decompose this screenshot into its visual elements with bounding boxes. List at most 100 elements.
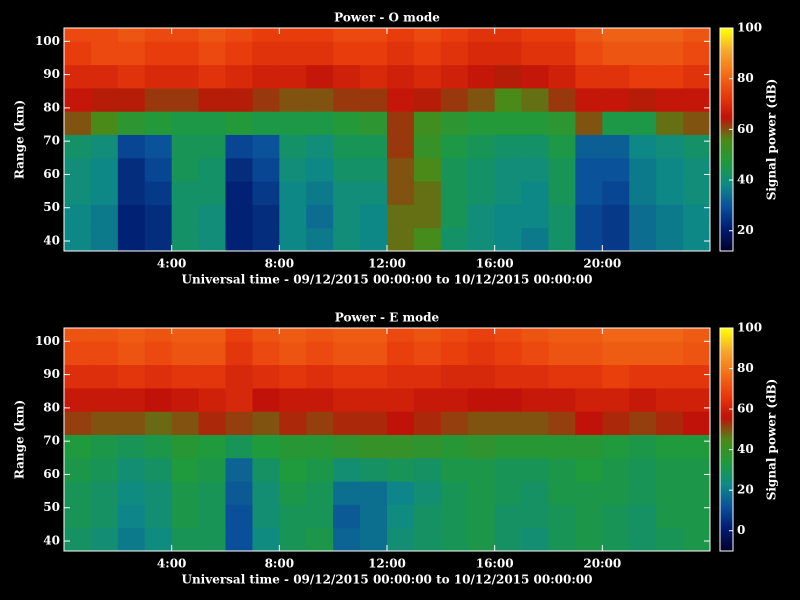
heatmap-cell xyxy=(117,28,146,42)
heatmap-cell xyxy=(548,527,576,552)
heatmap-cell xyxy=(198,111,226,136)
heatmap-cell xyxy=(252,457,280,482)
heatmap-cell xyxy=(90,504,119,529)
colorbar-segment xyxy=(720,506,733,509)
heatmap-cell xyxy=(171,481,200,505)
heatmap-cell xyxy=(521,227,549,252)
heatmap-cell xyxy=(683,504,711,529)
heatmap-cell xyxy=(144,434,173,459)
heatmap-cell xyxy=(90,328,119,342)
colorbar-segment xyxy=(720,439,733,443)
heatmap-cell xyxy=(64,504,92,529)
colorbar-tick-label: 0 xyxy=(737,523,745,537)
colorbar-segment xyxy=(720,394,733,398)
colorbar-segment xyxy=(720,119,733,122)
heatmap-cell xyxy=(252,64,280,89)
heatmap-cell xyxy=(387,527,415,552)
x-tick-label: 4:00 xyxy=(157,557,186,571)
heatmap-cell xyxy=(629,481,657,505)
heatmap-cell xyxy=(279,64,307,89)
heatmap-cell xyxy=(683,457,711,482)
heatmap-cell xyxy=(683,328,711,342)
colorbar-segment xyxy=(720,544,733,548)
heatmap-cell xyxy=(90,481,119,505)
heatmap-cell xyxy=(171,28,200,42)
heatmap-cell xyxy=(413,481,442,505)
heatmap-cell xyxy=(144,28,173,42)
heatmap-cell xyxy=(494,341,523,366)
colorbar-segment xyxy=(720,520,733,524)
colorbar-segment xyxy=(720,536,733,540)
colorbar-segment xyxy=(720,465,733,469)
heatmap-cell xyxy=(117,64,146,89)
colorbar-segment xyxy=(720,445,733,449)
heatmap-cell xyxy=(521,434,549,459)
y-tick-label: 70 xyxy=(43,134,60,148)
heatmap-cell xyxy=(683,157,711,182)
colorbar-segment xyxy=(720,376,733,380)
heatmap-cell xyxy=(198,227,226,252)
heatmap-cell xyxy=(467,111,496,136)
colorbar-segment xyxy=(720,153,733,157)
heatmap-cell xyxy=(360,504,388,529)
colorbar-segment xyxy=(720,514,733,518)
heatmap-cell xyxy=(387,387,415,412)
colorbar-segment xyxy=(720,480,733,483)
heatmap-cell xyxy=(252,41,280,66)
heatmap-cell xyxy=(413,434,442,459)
heatmap-cell xyxy=(225,227,253,252)
colorbar-segment xyxy=(720,94,733,98)
colorbar-segment xyxy=(720,526,733,530)
colorbar-segment xyxy=(720,473,733,477)
heatmap-cell xyxy=(171,341,200,366)
colorbar-segment xyxy=(720,232,733,236)
heatmap-cell xyxy=(198,457,226,482)
heatmap-cell xyxy=(575,134,603,159)
heatmap-cell xyxy=(252,481,280,505)
heatmap-cell xyxy=(387,64,415,89)
colorbar-segment xyxy=(720,486,733,489)
colorbar-segment xyxy=(720,72,733,76)
colorbar-segment xyxy=(720,135,733,138)
heatmap-cell xyxy=(521,411,549,436)
colorbar-segment xyxy=(720,455,733,459)
heatmap-cell xyxy=(225,434,253,459)
heatmap-cell xyxy=(144,111,173,136)
heatmap-cell xyxy=(252,111,280,136)
x-tick-label: 8:00 xyxy=(265,257,294,271)
heatmap-cell xyxy=(575,28,603,42)
heatmap-cell xyxy=(602,134,630,159)
heatmap-cell xyxy=(225,328,253,342)
heatmap-cell xyxy=(90,434,119,459)
colorbar-segment xyxy=(720,407,733,410)
heatmap-cell xyxy=(575,328,603,342)
colorbar-segment xyxy=(720,34,733,37)
colorbar-segment xyxy=(720,139,733,143)
heatmap-cell xyxy=(64,527,92,552)
heatmap-cell xyxy=(117,411,146,436)
heatmap-cell xyxy=(171,364,200,389)
heatmap-cell xyxy=(440,341,469,366)
heatmap-cell xyxy=(548,28,576,42)
colorbar-segment xyxy=(720,415,733,418)
heatmap-cell xyxy=(440,28,469,42)
heatmap-cell xyxy=(602,341,630,366)
heatmap-cell xyxy=(306,457,334,482)
heatmap-cell xyxy=(333,181,361,205)
colorbar-segment xyxy=(720,96,733,100)
heatmap-cell xyxy=(333,387,361,412)
heatmap-cell xyxy=(575,41,603,66)
heatmap-cell xyxy=(171,457,200,482)
colorbar-segment xyxy=(720,64,733,68)
heatmap-cell xyxy=(629,411,657,436)
heatmap-cell xyxy=(333,411,361,436)
heatmap-cell xyxy=(683,204,711,229)
heatmap-cell xyxy=(306,111,334,136)
colorbar-segment xyxy=(720,419,733,422)
colorbar-segment xyxy=(720,137,733,140)
heatmap-cell xyxy=(252,387,280,412)
colorbar-segment xyxy=(720,212,733,216)
heatmap-cell xyxy=(656,481,684,505)
heatmap-cell xyxy=(494,504,523,529)
colorbar-segment xyxy=(720,504,733,507)
